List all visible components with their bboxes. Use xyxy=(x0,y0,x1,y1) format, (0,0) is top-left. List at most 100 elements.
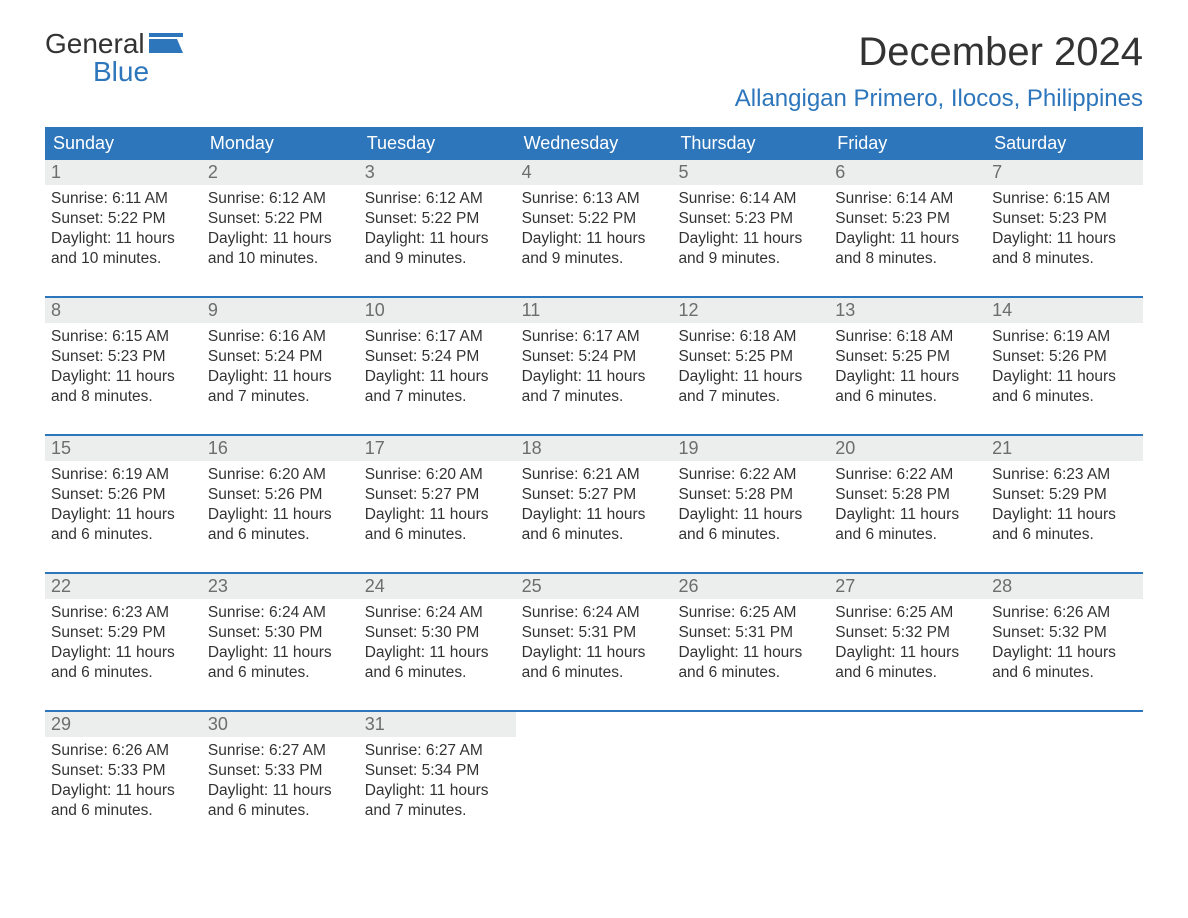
day-d2: and 6 minutes. xyxy=(522,525,667,545)
day-body: Sunrise: 6:13 AMSunset: 5:22 PMDaylight:… xyxy=(516,185,673,270)
day-body: Sunrise: 6:23 AMSunset: 5:29 PMDaylight:… xyxy=(45,599,202,684)
weekday-header: Tuesday xyxy=(359,127,516,160)
day-sunset: Sunset: 5:29 PM xyxy=(992,485,1137,505)
day-cell: 29Sunrise: 6:26 AMSunset: 5:33 PMDayligh… xyxy=(45,712,202,832)
day-sunrise: Sunrise: 6:16 AM xyxy=(208,327,353,347)
weekday-header: Thursday xyxy=(672,127,829,160)
day-d1: Daylight: 11 hours xyxy=(51,505,196,525)
day-sunset: Sunset: 5:33 PM xyxy=(51,761,196,781)
day-d1: Daylight: 11 hours xyxy=(208,781,353,801)
day-body: Sunrise: 6:17 AMSunset: 5:24 PMDaylight:… xyxy=(516,323,673,408)
day-body: Sunrise: 6:17 AMSunset: 5:24 PMDaylight:… xyxy=(359,323,516,408)
day-number: 5 xyxy=(672,160,829,185)
day-d1: Daylight: 11 hours xyxy=(208,643,353,663)
day-d2: and 6 minutes. xyxy=(365,663,510,683)
day-number: 3 xyxy=(359,160,516,185)
day-d1: Daylight: 11 hours xyxy=(835,505,980,525)
day-d2: and 9 minutes. xyxy=(678,249,823,269)
day-body: Sunrise: 6:19 AMSunset: 5:26 PMDaylight:… xyxy=(45,461,202,546)
day-number: 25 xyxy=(516,574,673,599)
day-number: 13 xyxy=(829,298,986,323)
day-sunrise: Sunrise: 6:17 AM xyxy=(522,327,667,347)
day-cell: 8Sunrise: 6:15 AMSunset: 5:23 PMDaylight… xyxy=(45,298,202,418)
day-d2: and 6 minutes. xyxy=(678,525,823,545)
day-cell: 2Sunrise: 6:12 AMSunset: 5:22 PMDaylight… xyxy=(202,160,359,280)
day-sunrise: Sunrise: 6:21 AM xyxy=(522,465,667,485)
day-d2: and 6 minutes. xyxy=(365,525,510,545)
day-body: Sunrise: 6:20 AMSunset: 5:26 PMDaylight:… xyxy=(202,461,359,546)
day-sunset: Sunset: 5:30 PM xyxy=(365,623,510,643)
day-sunrise: Sunrise: 6:23 AM xyxy=(992,465,1137,485)
day-body: Sunrise: 6:12 AMSunset: 5:22 PMDaylight:… xyxy=(359,185,516,270)
day-number: 6 xyxy=(829,160,986,185)
day-body: Sunrise: 6:23 AMSunset: 5:29 PMDaylight:… xyxy=(986,461,1143,546)
day-d1: Daylight: 11 hours xyxy=(835,367,980,387)
day-d1: Daylight: 11 hours xyxy=(208,229,353,249)
day-sunset: Sunset: 5:25 PM xyxy=(835,347,980,367)
day-number: 31 xyxy=(359,712,516,737)
day-sunset: Sunset: 5:22 PM xyxy=(51,209,196,229)
day-d1: Daylight: 11 hours xyxy=(678,505,823,525)
day-d1: Daylight: 11 hours xyxy=(51,781,196,801)
day-number: 28 xyxy=(986,574,1143,599)
day-d2: and 6 minutes. xyxy=(208,525,353,545)
day-sunset: Sunset: 5:34 PM xyxy=(365,761,510,781)
day-cell: 26Sunrise: 6:25 AMSunset: 5:31 PMDayligh… xyxy=(672,574,829,694)
day-number: 24 xyxy=(359,574,516,599)
day-sunset: Sunset: 5:31 PM xyxy=(678,623,823,643)
day-cell: 5Sunrise: 6:14 AMSunset: 5:23 PMDaylight… xyxy=(672,160,829,280)
day-number: 27 xyxy=(829,574,986,599)
day-d2: and 6 minutes. xyxy=(51,801,196,821)
day-cell xyxy=(516,712,673,832)
day-sunrise: Sunrise: 6:26 AM xyxy=(51,741,196,761)
day-sunrise: Sunrise: 6:25 AM xyxy=(678,603,823,623)
day-sunset: Sunset: 5:23 PM xyxy=(51,347,196,367)
day-cell: 27Sunrise: 6:25 AMSunset: 5:32 PMDayligh… xyxy=(829,574,986,694)
day-d1: Daylight: 11 hours xyxy=(992,367,1137,387)
day-cell: 16Sunrise: 6:20 AMSunset: 5:26 PMDayligh… xyxy=(202,436,359,556)
day-number: 11 xyxy=(516,298,673,323)
day-number: 17 xyxy=(359,436,516,461)
logo-flag-icon xyxy=(149,33,183,53)
day-d1: Daylight: 11 hours xyxy=(835,229,980,249)
day-sunrise: Sunrise: 6:12 AM xyxy=(365,189,510,209)
day-body: Sunrise: 6:25 AMSunset: 5:31 PMDaylight:… xyxy=(672,599,829,684)
day-sunrise: Sunrise: 6:20 AM xyxy=(208,465,353,485)
day-cell: 9Sunrise: 6:16 AMSunset: 5:24 PMDaylight… xyxy=(202,298,359,418)
day-d2: and 8 minutes. xyxy=(51,387,196,407)
day-cell xyxy=(986,712,1143,832)
day-cell: 4Sunrise: 6:13 AMSunset: 5:22 PMDaylight… xyxy=(516,160,673,280)
day-d2: and 6 minutes. xyxy=(522,663,667,683)
day-sunset: Sunset: 5:28 PM xyxy=(835,485,980,505)
day-body: Sunrise: 6:19 AMSunset: 5:26 PMDaylight:… xyxy=(986,323,1143,408)
weekday-header: Monday xyxy=(202,127,359,160)
day-number: 4 xyxy=(516,160,673,185)
day-number: 16 xyxy=(202,436,359,461)
day-body: Sunrise: 6:14 AMSunset: 5:23 PMDaylight:… xyxy=(672,185,829,270)
day-sunset: Sunset: 5:23 PM xyxy=(678,209,823,229)
week-row: 1Sunrise: 6:11 AMSunset: 5:22 PMDaylight… xyxy=(45,160,1143,280)
day-body: Sunrise: 6:15 AMSunset: 5:23 PMDaylight:… xyxy=(45,323,202,408)
day-cell: 12Sunrise: 6:18 AMSunset: 5:25 PMDayligh… xyxy=(672,298,829,418)
day-d2: and 6 minutes. xyxy=(678,663,823,683)
day-cell: 7Sunrise: 6:15 AMSunset: 5:23 PMDaylight… xyxy=(986,160,1143,280)
day-sunset: Sunset: 5:32 PM xyxy=(992,623,1137,643)
logo: General Blue xyxy=(45,30,183,86)
day-cell: 11Sunrise: 6:17 AMSunset: 5:24 PMDayligh… xyxy=(516,298,673,418)
day-d1: Daylight: 11 hours xyxy=(522,367,667,387)
day-sunrise: Sunrise: 6:20 AM xyxy=(365,465,510,485)
day-body: Sunrise: 6:26 AMSunset: 5:32 PMDaylight:… xyxy=(986,599,1143,684)
day-d2: and 6 minutes. xyxy=(992,663,1137,683)
week-row: 15Sunrise: 6:19 AMSunset: 5:26 PMDayligh… xyxy=(45,434,1143,556)
day-body: Sunrise: 6:11 AMSunset: 5:22 PMDaylight:… xyxy=(45,185,202,270)
location-subtitle: Allangigan Primero, Ilocos, Philippines xyxy=(735,85,1143,113)
day-d1: Daylight: 11 hours xyxy=(51,643,196,663)
day-sunrise: Sunrise: 6:18 AM xyxy=(678,327,823,347)
day-body: Sunrise: 6:27 AMSunset: 5:34 PMDaylight:… xyxy=(359,737,516,822)
day-sunset: Sunset: 5:27 PM xyxy=(522,485,667,505)
logo-text-general: General xyxy=(45,30,145,58)
day-number: 18 xyxy=(516,436,673,461)
day-number: 14 xyxy=(986,298,1143,323)
day-number: 19 xyxy=(672,436,829,461)
day-body: Sunrise: 6:18 AMSunset: 5:25 PMDaylight:… xyxy=(829,323,986,408)
